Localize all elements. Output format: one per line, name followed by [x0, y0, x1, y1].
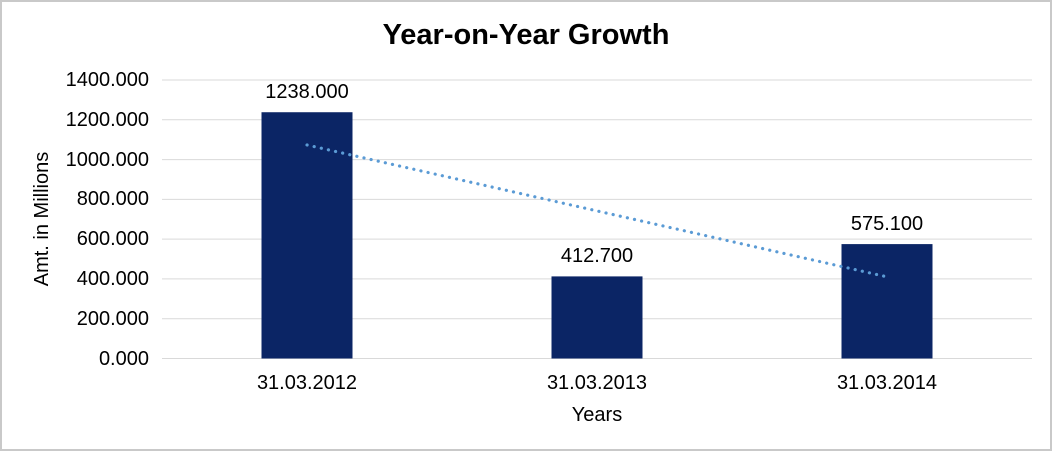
y-axis-tick-600: 600.000: [76, 228, 149, 251]
y-axis-tick-1200: 1200.000: [65, 108, 149, 131]
bar-value-label-2013: 412.700: [560, 245, 634, 268]
y-axis-tick-0: 0.000: [98, 347, 149, 370]
x-category-label-2014: 31.03.2014: [836, 372, 938, 394]
bar-31.03.2012: [261, 112, 353, 359]
x-category-label-2012: 31.03.2012: [256, 372, 358, 394]
bar-31.03.2013: [551, 276, 643, 359]
bar-value-label-2012: 1238.000: [265, 81, 349, 104]
y-axis-tick-1000: 1000.000: [65, 148, 149, 171]
y-axis-tick-200: 200.000: [76, 307, 149, 330]
y-axis-tick-400: 400.000: [76, 267, 149, 290]
y-axis-tick-800: 800.000: [76, 188, 149, 211]
trendline: [305, 143, 889, 279]
bar-31.03.2014: [841, 244, 933, 359]
x-axis-title: Years: [571, 404, 623, 426]
bar-value-label-2014: 575.100: [850, 213, 924, 236]
x-category-label-2013: 31.03.2013: [546, 372, 648, 394]
chart-title: Year-on-Year Growth: [382, 19, 670, 51]
y-axis-tick-1400: 1400.000: [65, 69, 149, 91]
